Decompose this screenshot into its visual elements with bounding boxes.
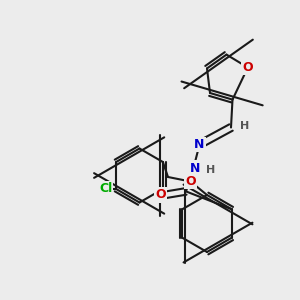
Text: O: O: [185, 175, 196, 188]
Text: O: O: [155, 188, 166, 202]
Text: N: N: [190, 161, 200, 175]
Text: N: N: [194, 138, 205, 151]
Text: O: O: [242, 61, 253, 74]
Text: H: H: [206, 165, 215, 176]
Text: H: H: [240, 121, 249, 131]
Text: Cl: Cl: [99, 182, 112, 196]
